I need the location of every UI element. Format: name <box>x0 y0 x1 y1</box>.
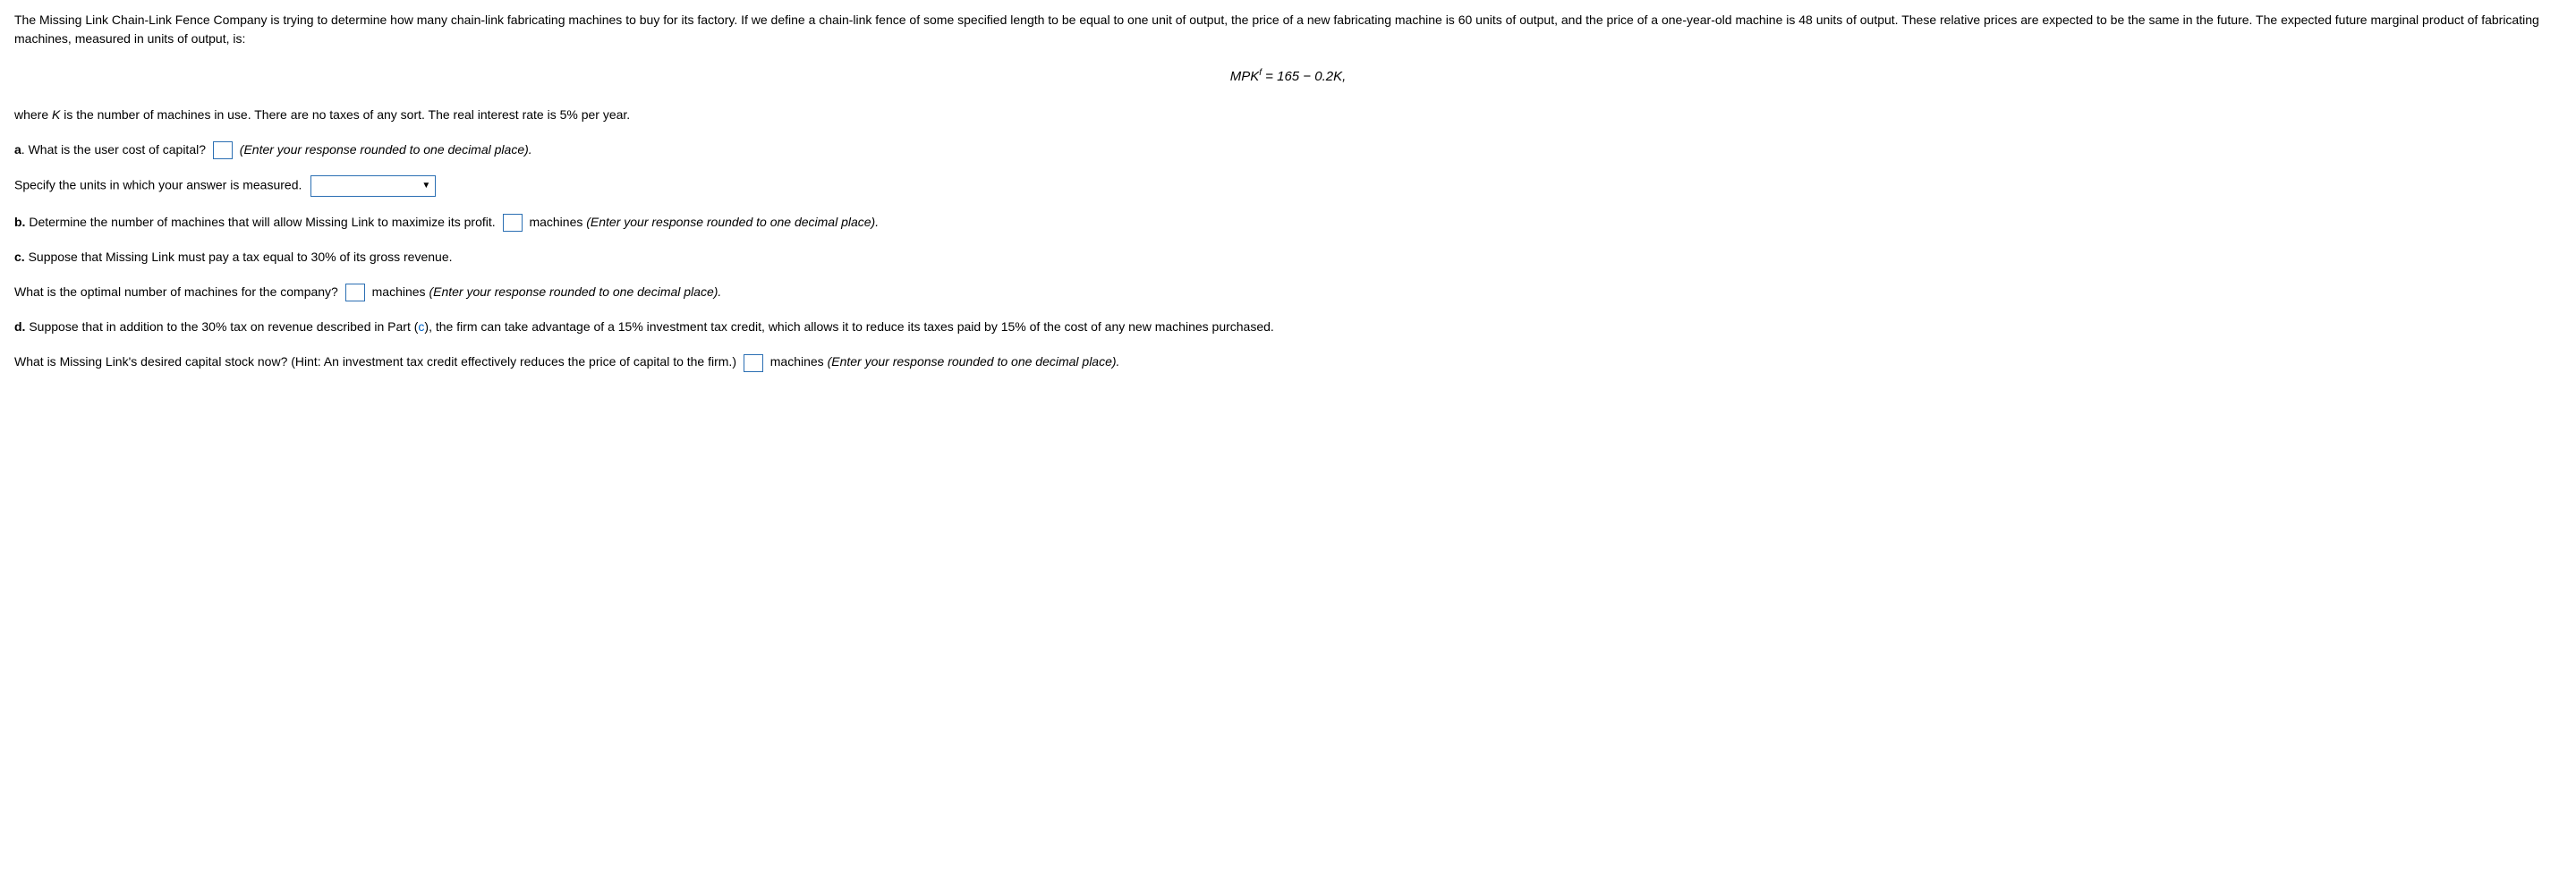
where-pre: where <box>14 107 52 122</box>
label-a: a <box>14 142 21 157</box>
question-d: d. Suppose that in addition to the 30% t… <box>14 318 2562 336</box>
question-c: c. Suppose that Missing Link must pay a … <box>14 248 2562 267</box>
question-b: b. Determine the number of machines that… <box>14 213 2562 232</box>
specify-units-text: Specify the units in which your answer i… <box>14 178 302 192</box>
question-d-sub: What is Missing Link's desired capital s… <box>14 352 2562 371</box>
unit-d: machines <box>770 354 828 369</box>
where-k: K <box>52 107 60 122</box>
label-c: c. <box>14 250 25 264</box>
unit-c: machines <box>372 284 429 299</box>
label-b: b. <box>14 215 25 229</box>
input-machines-c[interactable] <box>345 284 365 301</box>
formula: MPKf = 165 − 0.2K, <box>14 66 2562 88</box>
question-a-units: Specify the units in which your answer i… <box>14 175 2562 197</box>
where-clause: where K is the number of machines in use… <box>14 106 2562 124</box>
formula-eq: = 165 − 0.2K, <box>1262 69 1346 84</box>
hint-b: (Enter your response rounded to one deci… <box>586 215 879 229</box>
q-c-text: Suppose that Missing Link must pay a tax… <box>25 250 453 264</box>
dropdown-arrow-icon: ▼ <box>417 176 435 196</box>
hint-d: (Enter your response rounded to one deci… <box>828 354 1120 369</box>
select-units[interactable]: ▼ <box>310 175 436 197</box>
q-d2-text: What is Missing Link's desired capital s… <box>14 354 740 369</box>
input-machines-b[interactable] <box>503 214 523 232</box>
hint-a: (Enter your response rounded to one deci… <box>240 142 532 157</box>
input-user-cost[interactable] <box>213 141 233 159</box>
q-d-post: ), the firm can take advantage of a 15% … <box>424 319 1273 334</box>
formula-mpk: MPK <box>1230 69 1260 84</box>
unit-b: machines <box>529 215 586 229</box>
q-b-text: Determine the number of machines that wi… <box>25 215 498 229</box>
intro-text: The Missing Link Chain-Link Fence Compan… <box>14 11 2562 48</box>
q-d-pre: Suppose that in addition to the 30% tax … <box>25 319 418 334</box>
q-c2-text: What is the optimal number of machines f… <box>14 284 342 299</box>
label-d: d. <box>14 319 25 334</box>
input-machines-d[interactable] <box>744 354 763 372</box>
q-a-text: . What is the user cost of capital? <box>21 142 209 157</box>
hint-c: (Enter your response rounded to one deci… <box>429 284 721 299</box>
question-c-sub: What is the optimal number of machines f… <box>14 283 2562 301</box>
question-a: a. What is the user cost of capital? (En… <box>14 140 2562 159</box>
where-post: is the number of machines in use. There … <box>60 107 630 122</box>
